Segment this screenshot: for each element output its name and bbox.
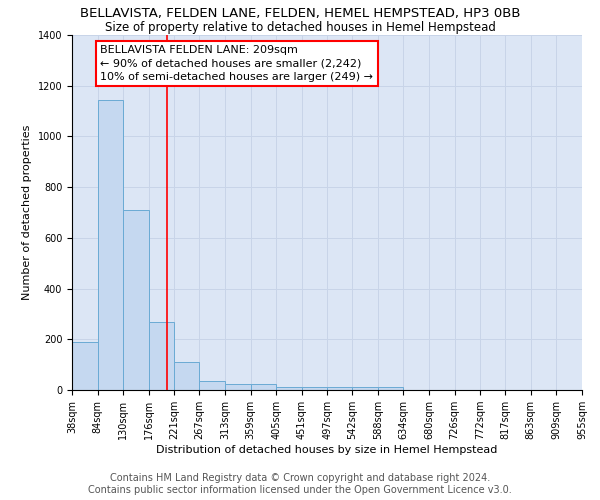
Bar <box>72 342 98 390</box>
Text: BELLAVISTA, FELDEN LANE, FELDEN, HEMEL HEMPSTEAD, HP3 0BB: BELLAVISTA, FELDEN LANE, FELDEN, HEMEL H… <box>80 8 520 20</box>
Text: Contains HM Land Registry data © Crown copyright and database right 2024.
Contai: Contains HM Land Registry data © Crown c… <box>88 474 512 495</box>
Text: BELLAVISTA FELDEN LANE: 209sqm
← 90% of detached houses are smaller (2,242)
10% : BELLAVISTA FELDEN LANE: 209sqm ← 90% of … <box>100 45 373 82</box>
Bar <box>251 384 276 390</box>
X-axis label: Distribution of detached houses by size in Hemel Hempstead: Distribution of detached houses by size … <box>157 445 497 455</box>
Bar <box>302 387 327 390</box>
Bar <box>225 384 251 390</box>
Y-axis label: Number of detached properties: Number of detached properties <box>22 125 32 300</box>
Bar <box>199 381 225 390</box>
Bar <box>378 387 403 390</box>
Bar <box>174 362 199 390</box>
Bar <box>352 387 378 390</box>
Bar <box>123 210 149 390</box>
Bar <box>98 100 123 390</box>
Bar <box>276 387 302 390</box>
Bar <box>327 387 352 390</box>
Bar <box>149 322 174 390</box>
Text: Size of property relative to detached houses in Hemel Hempstead: Size of property relative to detached ho… <box>104 21 496 34</box>
